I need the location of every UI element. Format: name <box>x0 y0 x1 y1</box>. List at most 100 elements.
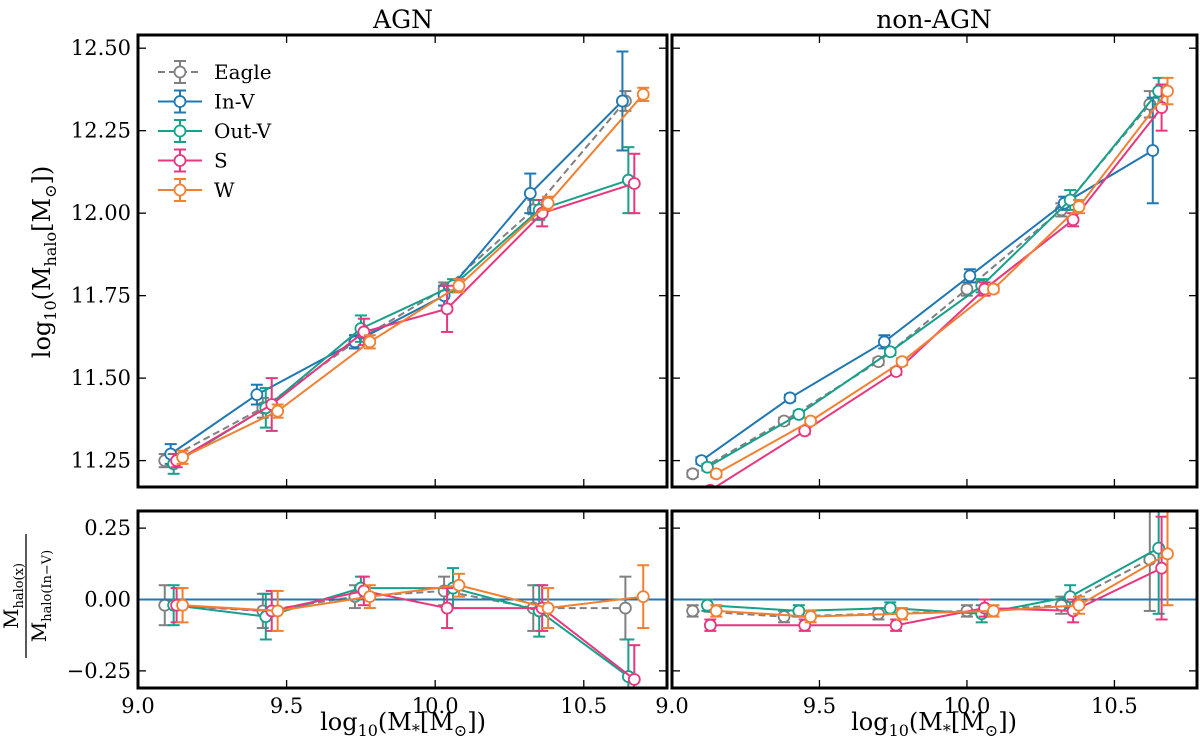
legend-marker <box>173 183 187 197</box>
y-tick-label: 12.00 <box>71 201 131 225</box>
xlabel-sub10: 10 <box>358 721 378 740</box>
series-line-s <box>176 589 635 681</box>
data-point <box>804 610 818 624</box>
svg-text:Mhalo(In−V): Mhalo(In−V) <box>27 550 55 643</box>
series-line-out-v <box>706 90 1160 469</box>
data-point <box>1146 144 1160 157</box>
series-line-out-v <box>707 547 1160 615</box>
ylabel-close: ]) <box>28 166 56 185</box>
series-line-s <box>176 182 635 462</box>
x-tick-label: 9.0 <box>655 694 688 718</box>
series-w <box>709 76 1174 481</box>
data-point <box>804 414 818 428</box>
data-point <box>889 618 903 632</box>
xlabel-sun: ⊙ <box>454 721 467 740</box>
series-out-v <box>700 76 1166 474</box>
xlabel-paren-r: (M <box>909 708 943 736</box>
data-point <box>987 282 1000 296</box>
panel-agn-ratio: −0.25 0.00 0.25 9.0 9.5 10.0 10.5 <box>67 509 669 718</box>
ratio-num-sub: halo(x) <box>12 563 27 609</box>
series-s <box>704 83 1169 487</box>
data-point <box>883 601 897 615</box>
data-point <box>627 177 641 190</box>
y-axis-label-halo-mass: log10(Mhalo[M⊙]) <box>28 166 60 358</box>
legend-entry-out-v: Out-V <box>158 119 272 143</box>
panel-agn-halo-mass: 11.25 11.50 11.75 12.00 12.25 12.50 <box>71 33 669 489</box>
data-point <box>363 335 377 349</box>
legend-label: Eagle <box>214 60 272 84</box>
y-axis-label-ratio: Mhalo(x) Mhalo(In−V) <box>0 534 55 658</box>
panel-frame <box>670 33 1199 489</box>
data-point <box>960 282 974 296</box>
xlabel-star: * <box>412 721 420 740</box>
panel-non-agn-halo-mass <box>670 33 1199 489</box>
data-point <box>783 391 797 405</box>
data-point <box>709 467 723 481</box>
series-line-s <box>713 106 1163 487</box>
series-line-in-v <box>170 100 624 455</box>
series-eagle <box>158 90 632 469</box>
data-point <box>1161 547 1174 561</box>
panel-frame <box>136 509 669 690</box>
series-line-out-v <box>173 587 629 678</box>
data-point <box>777 610 791 624</box>
data-point <box>440 601 454 615</box>
x-axis-label-left: log10(M*[M⊙]) <box>320 708 486 740</box>
legend-marker <box>173 124 187 138</box>
data-point <box>1161 84 1174 98</box>
title-agn: AGN <box>372 5 433 34</box>
data-point <box>523 186 537 200</box>
data-point <box>452 279 466 293</box>
legend-marker <box>173 95 187 108</box>
ratio-num-m: M <box>0 609 23 629</box>
data-point <box>176 450 189 464</box>
xlabel-bracket-r: [M <box>951 708 985 736</box>
data-point <box>1066 213 1080 227</box>
data-point <box>709 604 723 618</box>
data-point <box>686 604 700 618</box>
y-tick-label: 0.00 <box>84 588 131 612</box>
xlabel-log: log <box>320 708 358 736</box>
data-point <box>1072 598 1086 612</box>
data-point <box>363 590 377 604</box>
series-line-s <box>710 567 1163 627</box>
x-tick-label: 9.0 <box>121 694 154 718</box>
y-tick-label: 12.50 <box>71 36 131 60</box>
xlabel-bracket: [M <box>420 708 454 736</box>
x-tick-label: 10.0 <box>412 694 459 718</box>
legend-marker <box>173 65 187 79</box>
data-point <box>636 87 650 101</box>
ylabel-sub10: 10 <box>41 300 60 320</box>
data-point <box>895 607 909 621</box>
legend-entry-in-v: In-V <box>158 89 255 114</box>
series-layer <box>138 564 667 688</box>
series-line-eagle <box>164 100 627 462</box>
y-tick-label: 12.25 <box>71 119 131 143</box>
xlabel-star-r: * <box>943 721 951 740</box>
data-point <box>883 345 897 359</box>
legend-label: In-V <box>214 90 255 114</box>
data-point <box>877 335 891 349</box>
data-point <box>636 590 650 604</box>
data-point <box>452 578 466 592</box>
series-w <box>176 86 650 465</box>
xlabel-sub10-r: 10 <box>889 721 909 740</box>
data-point <box>895 355 909 369</box>
data-point <box>987 604 1000 618</box>
data-point <box>1072 200 1086 213</box>
legend-entry-w: W <box>158 178 235 202</box>
y-tick-label: 11.75 <box>71 284 131 308</box>
xlabel-close-r: ]) <box>998 708 1017 736</box>
legend: Eagle In-V Out-V SW <box>158 60 272 202</box>
svg-text:Mhalo(x): Mhalo(x) <box>0 563 27 629</box>
data-point <box>700 460 714 474</box>
data-point <box>616 94 629 108</box>
legend-label: W <box>214 178 235 202</box>
data-point <box>1155 561 1169 575</box>
x-tick-label: 9.5 <box>270 694 303 718</box>
data-point <box>703 618 717 632</box>
series-line-in-v <box>700 149 1154 462</box>
series-w <box>176 564 650 632</box>
x-tick-label: 9.5 <box>803 694 836 718</box>
